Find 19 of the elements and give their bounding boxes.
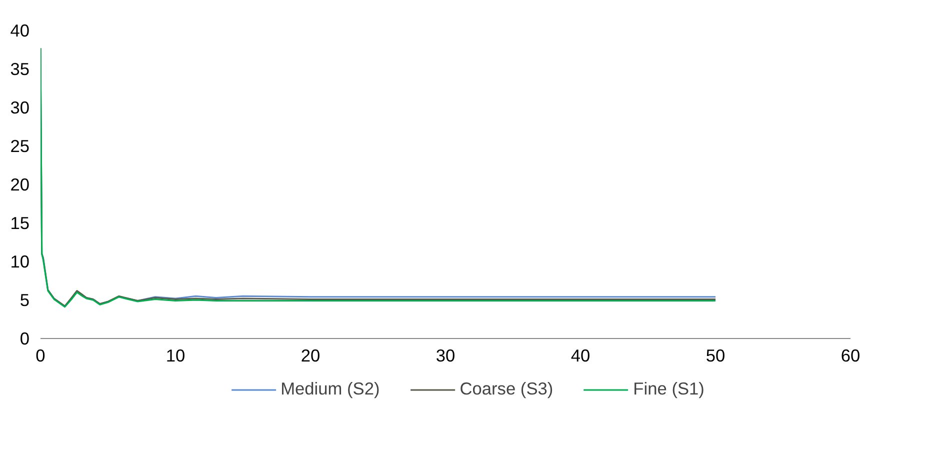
x-tick-label: 30 (436, 346, 456, 366)
y-tick-label: 30 (10, 98, 30, 118)
y-tick-label: 10 (10, 252, 30, 272)
y-tick-label: 20 (10, 174, 30, 194)
x-tick-label: 20 (300, 346, 320, 366)
y-tick-label: 25 (10, 136, 30, 156)
x-tick-label: 50 (706, 346, 726, 366)
legend-label: Medium (S2) (280, 378, 380, 400)
x-tick-label: 60 (840, 346, 860, 366)
x-tick-label: 10 (166, 346, 186, 366)
y-tick-label: 0 (20, 328, 30, 348)
y-tick-label: 40 (10, 20, 30, 40)
x-tick-label: 40 (570, 346, 590, 366)
x-tick-label: 0 (36, 346, 46, 366)
y-tick-label: 5 (20, 290, 30, 310)
y-tick-label: 15 (10, 213, 30, 233)
legend-label: Coarse (S3) (460, 378, 554, 400)
y-tick-label: 35 (10, 59, 30, 79)
legend-label: Fine (S1) (633, 378, 704, 400)
